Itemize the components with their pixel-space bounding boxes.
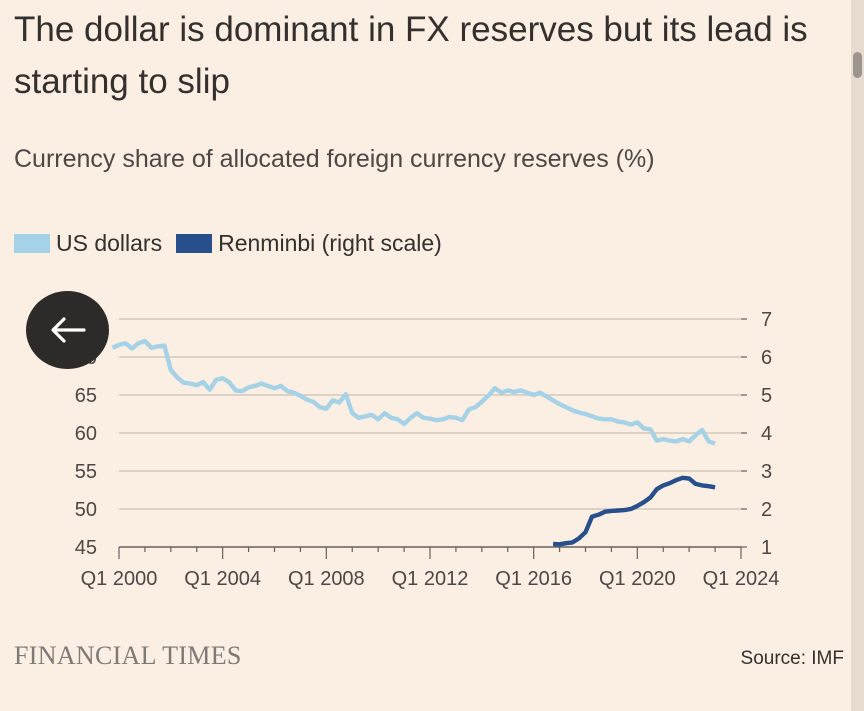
y-left-tick-label: 65 bbox=[75, 385, 97, 407]
legend-swatch-usd bbox=[14, 233, 50, 253]
y-right-tick-label: 7 bbox=[761, 309, 772, 331]
y-right-tick-label: 3 bbox=[761, 461, 772, 483]
scrollbar-thumb[interactable] bbox=[853, 52, 862, 78]
y-right-tick-label: 2 bbox=[761, 499, 772, 521]
y-left-tick-label: 50 bbox=[75, 499, 97, 521]
y-right-tick-label: 6 bbox=[761, 347, 772, 369]
back-button[interactable] bbox=[26, 291, 109, 369]
x-tick-label: Q1 2004 bbox=[184, 568, 261, 590]
legend-item-rmb: Renminbi (right scale) bbox=[176, 230, 442, 257]
series-line-rmb bbox=[552, 475, 716, 547]
legend-swatch-rmb bbox=[176, 233, 213, 253]
y-left-tick-label: 45 bbox=[75, 537, 97, 559]
x-tick-label: Q1 2012 bbox=[392, 568, 469, 590]
legend-item-usd: US dollars bbox=[14, 230, 162, 257]
y-right-tick-label: 4 bbox=[761, 423, 772, 445]
series-line-usd bbox=[111, 338, 716, 446]
arrow-left-icon bbox=[50, 317, 86, 343]
chart-subtitle: Currency share of allocated foreign curr… bbox=[14, 145, 655, 173]
y-left-tick-label: 60 bbox=[75, 423, 97, 445]
x-tick-label: Q1 2020 bbox=[599, 568, 676, 590]
x-tick-label: Q1 2024 bbox=[703, 568, 780, 590]
scrollbar-track[interactable] bbox=[851, 0, 864, 711]
y-right-tick-label: 1 bbox=[761, 537, 772, 559]
chart-title: The dollar is dominant in FX reserves bu… bbox=[14, 10, 808, 101]
x-tick-label: Q1 2008 bbox=[288, 568, 365, 590]
y-right-tick-label: 5 bbox=[761, 385, 772, 407]
chart-legend: US dollars Renminbi (right scale) bbox=[14, 228, 456, 258]
ft-logo: FINANCIAL TIMES bbox=[14, 641, 242, 670]
legend-label-rmb: Renminbi (right scale) bbox=[218, 229, 442, 256]
y-left-tick-label: 55 bbox=[75, 461, 97, 483]
legend-label-usd: US dollars bbox=[56, 229, 163, 256]
source-note: Source: IMF bbox=[740, 648, 844, 669]
x-tick-label: Q1 2016 bbox=[495, 568, 572, 590]
x-tick-label: Q1 2000 bbox=[81, 568, 158, 590]
